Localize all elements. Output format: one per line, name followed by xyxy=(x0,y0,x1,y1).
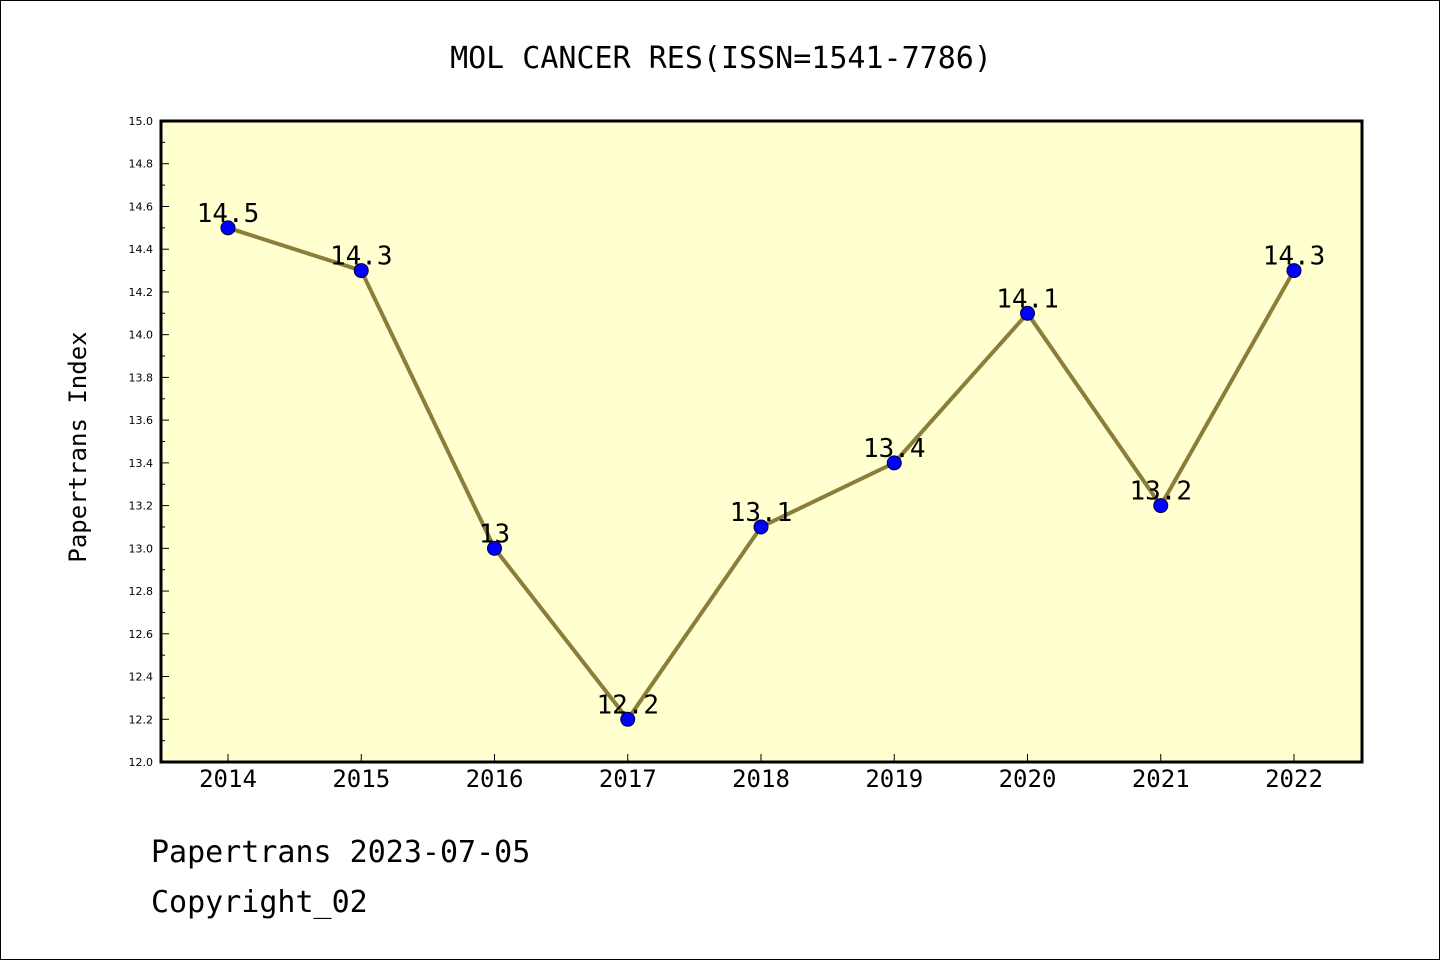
y-tick-label: 13.4 xyxy=(129,457,154,470)
y-tick-label: 14.0 xyxy=(129,329,154,342)
x-tick-label: 2017 xyxy=(599,765,657,793)
data-label: 12.2 xyxy=(596,690,659,720)
x-tick-label: 2020 xyxy=(999,765,1057,793)
data-label: 13.2 xyxy=(1129,477,1192,507)
y-tick-label: 13.2 xyxy=(129,500,154,513)
data-point xyxy=(1020,305,1035,321)
x-tick-label: 2016 xyxy=(466,765,524,793)
data-point xyxy=(753,519,769,535)
x-tick-label: 2022 xyxy=(1265,765,1323,793)
data-label: 14.1 xyxy=(996,284,1059,314)
y-tick-label: 14.8 xyxy=(129,158,154,171)
data-point xyxy=(353,263,369,279)
y-tick-label: 13.6 xyxy=(129,414,154,427)
x-tick-label: 2019 xyxy=(865,765,923,793)
y-tick-label: 14.4 xyxy=(129,243,154,256)
footer-date-text: Papertrans 2023-07-05 xyxy=(151,835,531,870)
y-tick-label: 14.2 xyxy=(129,286,154,299)
data-series: 14.5 14.3 13 12.2 13.1 13.4 14.1 13.2 14.3 xyxy=(197,199,1326,727)
x-tick-label: 2021 xyxy=(1132,765,1190,793)
y-axis: 12.0 12.2 12.4 12.6 12.8 13.0 13.2 13.4 13.6 13.8… xyxy=(129,115,169,769)
data-point xyxy=(220,220,236,236)
y-axis-label: Papertrans Index xyxy=(64,331,92,562)
data-point xyxy=(1153,498,1169,514)
data-label: 13.1 xyxy=(730,498,793,528)
y-tick-label: 12.4 xyxy=(129,671,154,684)
chart-title: MOL CANCER RES(ISSN=1541-7786) xyxy=(450,41,992,76)
x-tick-label: 2018 xyxy=(732,765,790,793)
data-label: 14.5 xyxy=(197,199,260,229)
y-tick-label: 12.8 xyxy=(129,585,154,598)
y-tick-label: 13.0 xyxy=(129,542,154,555)
x-axis: 2014 2015 2016 2017 2018 2019 2020 2021 2022 xyxy=(199,754,1323,793)
data-point xyxy=(487,540,502,556)
data-point xyxy=(620,711,636,727)
y-tick-label: 12.6 xyxy=(129,628,154,641)
y-tick-label: 14.6 xyxy=(129,200,154,213)
y-tick-label: 12.2 xyxy=(129,713,154,726)
x-tick-label: 2014 xyxy=(199,765,257,793)
footer-copyright-text: Copyright_02 xyxy=(151,885,368,920)
data-label: 13.4 xyxy=(863,434,926,464)
plot-area xyxy=(159,119,1364,764)
data-label: 14.3 xyxy=(1263,242,1326,272)
data-point xyxy=(886,455,902,471)
x-tick-label: 2015 xyxy=(332,765,390,793)
data-label: 13 xyxy=(479,519,510,549)
y-tick-label: 13.8 xyxy=(129,371,154,384)
data-label: 14.3 xyxy=(330,242,393,272)
y-tick-label: 15.0 xyxy=(129,115,154,128)
y-tick-label: 12.0 xyxy=(129,756,154,769)
data-point xyxy=(1286,263,1302,279)
